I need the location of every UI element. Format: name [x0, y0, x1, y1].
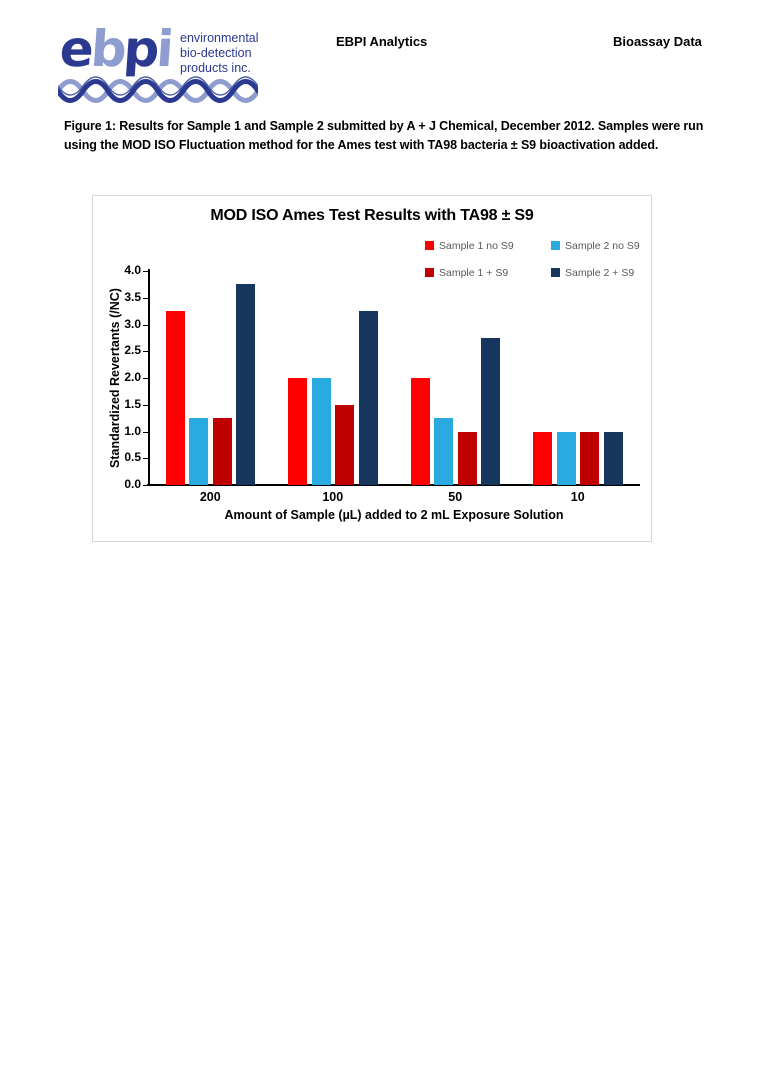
- legend-entry: Sample 1 no S9: [425, 236, 514, 252]
- bar-sample-1-s9: [335, 404, 354, 485]
- y-tick-label: 0.5: [124, 450, 141, 465]
- y-tick-mark: [143, 351, 149, 353]
- y-axis-line: [148, 269, 150, 486]
- bar-sample-1-no-s9: [533, 431, 552, 485]
- y-tick-label: 3.5: [124, 289, 141, 304]
- legend-label: Sample 2 + S9: [565, 267, 635, 279]
- y-tick-label: 2.5: [124, 343, 141, 358]
- figure-caption: Figure 1: Results for Sample 1 and Sampl…: [64, 117, 703, 155]
- bar-sample-2-s9: [358, 311, 378, 485]
- logo-tagline-line: environmental: [180, 31, 259, 45]
- header-right-title: Bioassay Data: [613, 34, 702, 49]
- bar-sample-2-s9: [236, 284, 255, 485]
- y-tick-label: 2.0: [124, 370, 141, 384]
- legend-swatch-icon: [425, 241, 434, 250]
- bar-sample-2-s9: [481, 337, 500, 485]
- bar-sample-1-s9: [580, 431, 599, 485]
- legend-label: Sample 1 + S9: [439, 267, 509, 279]
- bar-chart-figure: MOD ISO Ames Test Results with TA98 ± S9…: [92, 195, 652, 542]
- y-tick-label: 0.0: [124, 477, 141, 491]
- y-tick-mark: [143, 458, 149, 460]
- y-tick-mark: [143, 485, 149, 486]
- figure-caption-line: Figure 1: Results for Sample 1 and Sampl…: [64, 119, 704, 133]
- logo-tagline: environmental bio-detection products inc…: [180, 31, 259, 76]
- y-tick-mark: [143, 378, 149, 379]
- legend-label: Sample 2 no S9: [565, 240, 640, 252]
- legend-swatch-icon: [425, 268, 434, 277]
- logo-letter: p: [121, 20, 159, 78]
- ebpi-logo-wordmark: ebpi: [58, 20, 173, 78]
- bar-sample-1-s9: [212, 418, 232, 485]
- dna-wave-icon: [58, 76, 258, 103]
- legend-swatch-icon: [551, 268, 560, 277]
- logo-letter: e: [57, 20, 93, 78]
- legend-label: Sample 1 no S9: [439, 240, 514, 252]
- x-category-label: 100: [322, 490, 344, 504]
- logo-letter: i: [154, 20, 173, 78]
- header-title: EBPI Analytics: [336, 34, 428, 49]
- bar-sample-1-no-s9: [410, 378, 430, 485]
- bar-sample-2-no-s9: [311, 378, 331, 485]
- legend-swatch-icon: [551, 241, 560, 250]
- bar-sample-2-no-s9: [189, 418, 208, 485]
- chart-title: MOD ISO Ames Test Results with TA98 ± S9: [210, 207, 534, 224]
- x-axis-title: Amount of Sample (µL) added to 2 mL Expo…: [224, 508, 564, 522]
- bar-sample-2-s9: [603, 431, 623, 485]
- bar-sample-2-no-s9: [556, 431, 576, 485]
- ebpi-logo: ebpi environmental bio-detection product…: [58, 18, 268, 108]
- x-category-label: 10: [570, 490, 585, 504]
- y-tick-label: 4.0: [124, 263, 141, 277]
- y-tick-mark: [143, 271, 149, 272]
- y-tick-label: 3.0: [124, 316, 141, 331]
- x-category-label: 50: [448, 490, 463, 504]
- y-tick-label: 1.5: [124, 396, 141, 411]
- logo-tagline-line: products inc.: [180, 61, 251, 75]
- y-tick-mark: [143, 324, 149, 326]
- legend-entry: Sample 2 + S9: [551, 263, 634, 279]
- y-tick-mark: [143, 404, 149, 406]
- figure-caption-line: using the MOD ISO Fluctuation method for…: [64, 138, 659, 152]
- bar-sample-2-no-s9: [434, 418, 453, 485]
- y-tick-mark: [143, 297, 149, 299]
- y-tick-mark: [143, 431, 149, 433]
- legend-entry: Sample 2 no S9: [551, 236, 640, 252]
- bar-sample-1-s9: [457, 431, 477, 485]
- logo-letter: b: [88, 20, 126, 78]
- x-axis-line: [147, 484, 640, 486]
- logo-tagline-line: bio-detection: [180, 46, 252, 60]
- x-category-label: 200: [199, 490, 221, 504]
- bar-sample-1-no-s9: [288, 378, 307, 485]
- y-tick-label: 1.0: [124, 423, 141, 438]
- bar-sample-1-no-s9: [165, 311, 185, 485]
- legend-entry: Sample 1 + S9: [425, 263, 508, 279]
